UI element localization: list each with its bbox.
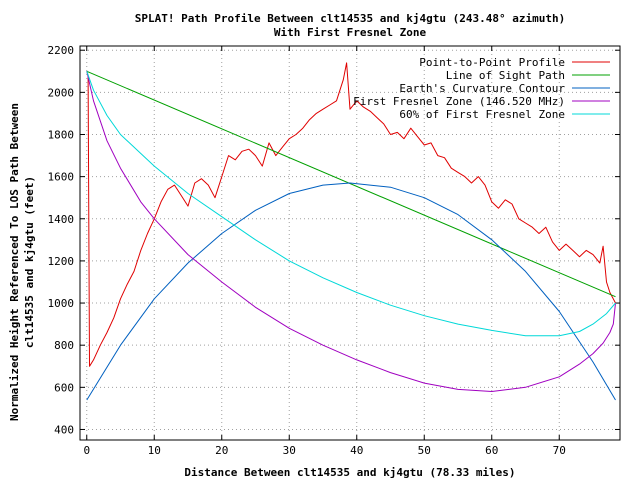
y-tick-label: 1200 <box>48 255 75 268</box>
series-line-0 <box>86 62 616 367</box>
series-line-4 <box>86 71 616 337</box>
x-tick-label: 50 <box>418 444 431 457</box>
y-tick-label: 1600 <box>48 171 75 184</box>
plot-frame <box>79 45 621 441</box>
x-tick-label: 10 <box>148 444 161 457</box>
y-tick-label: 1800 <box>48 128 75 141</box>
y-tick-label: 400 <box>54 423 74 436</box>
chart-title-line1: SPLAT! Path Profile Between clt14535 and… <box>135 12 565 25</box>
y-tick-label: 2000 <box>48 86 75 99</box>
x-tick-label: 60 <box>485 444 498 457</box>
y-axis-label-line1: Normalized Height Referenced To LOS Path… <box>8 103 21 421</box>
x-axis-label: Distance Between clt14535 and kj4gtu (78… <box>184 466 515 479</box>
x-tick-label: 20 <box>215 444 228 457</box>
y-tick-label: 1400 <box>48 213 75 226</box>
y-tick-label: 1000 <box>48 297 75 310</box>
legend-label-4: 60% of First Fresnel Zone <box>399 108 565 121</box>
y-tick-label: 600 <box>54 381 74 394</box>
chart-title-line2: With First Fresnel Zone <box>274 26 427 39</box>
tick-layer: 0 10 20 30 40 50 60 70 400 600 800 1000 1200 1400 1600… <box>48 44 620 457</box>
y-axis-label-line2: clt14535 and kj4gtu (feet) <box>23 176 36 348</box>
series-line-2 <box>86 182 616 401</box>
legend-label-3: First Fresnel Zone (146.520 MHz) <box>353 95 565 108</box>
x-tick-label: 0 <box>83 444 90 457</box>
y-tick-label: 2200 <box>48 44 75 57</box>
grid-layer <box>80 46 620 440</box>
y-tick-label: 800 <box>54 339 74 352</box>
series-line-1 <box>86 70 616 298</box>
x-tick-label: 40 <box>350 444 363 457</box>
legend-label-0: Point-to-Point Profile <box>419 56 565 69</box>
legend-label-1: Line of Sight Path <box>446 69 565 82</box>
series-layer <box>86 62 616 401</box>
x-tick-label: 30 <box>283 444 296 457</box>
series-line-3 <box>86 71 616 392</box>
legend-label-2: Earth's Curvature Contour <box>399 82 565 95</box>
x-tick-label: 70 <box>553 444 566 457</box>
